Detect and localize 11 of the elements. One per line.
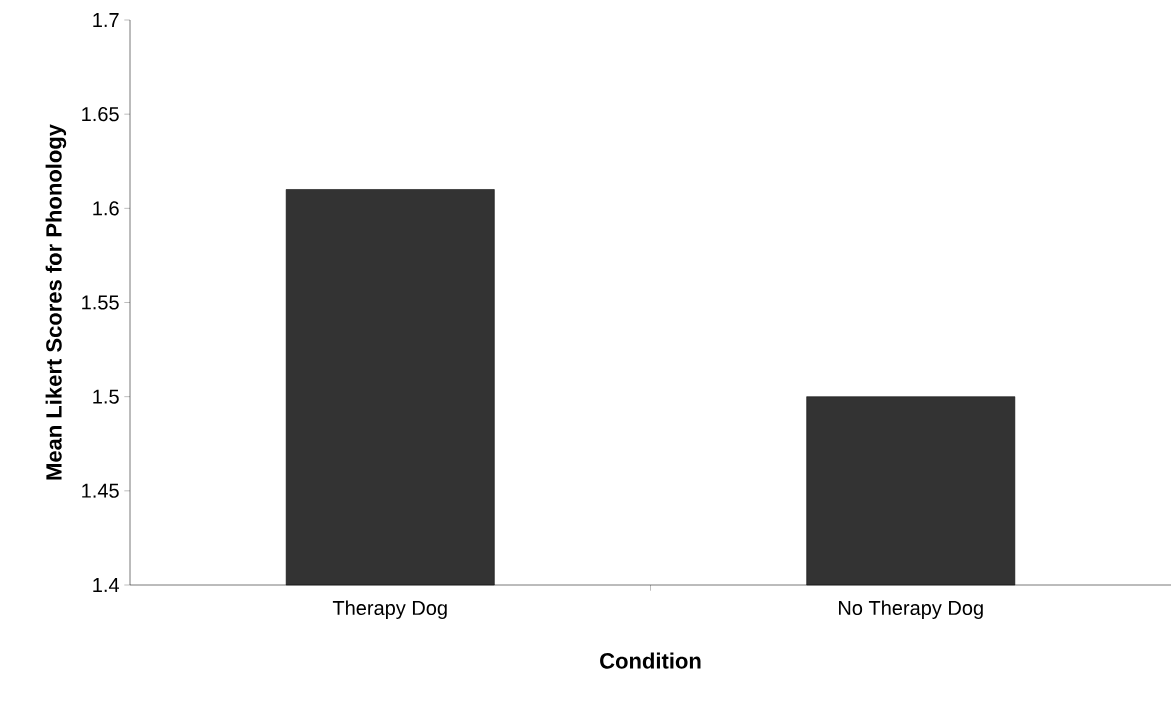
x-tick-label: Therapy Dog [332,600,447,620]
y-tick-label: 1.55 [82,295,119,310]
y-tick-label: 1.6 [93,201,119,216]
y-axis-title: Mean Likert Scores for Phonology [45,124,67,480]
y-tick-label: 1.5 [93,389,119,404]
y-tick-label: 1.45 [82,483,119,498]
y-tick-label: 1.7 [93,13,119,27]
x-axis-title: Condition [600,652,701,669]
y-tick-label: 1.65 [82,107,119,122]
x-tick-label: No Therapy Dog [839,600,983,620]
y-tick-label: 1.4 [93,578,120,592]
